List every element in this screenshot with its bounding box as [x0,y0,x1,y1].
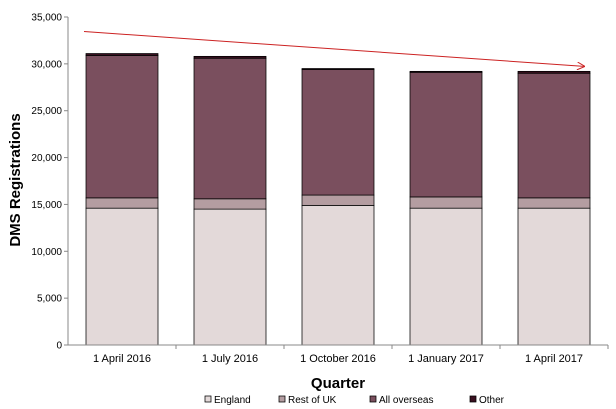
y-tick-label: 30,000 [31,59,62,70]
bar-segment-rest-of-uk [301,194,375,206]
bar-segment-other [193,55,267,59]
bar-segment-other [85,53,159,56]
bar-segment-rest-of-uk [409,196,483,209]
bar-segment-rest-of-uk [517,197,591,209]
bars [85,53,591,346]
y-tick-label: 10,000 [31,247,62,258]
legend: England Rest of UK All overseas Other [204,395,505,406]
legend-swatch [469,395,477,403]
bar-segment-all-overseas [85,55,159,199]
bar-segment-england [517,207,591,346]
y-tick-label: 20,000 [31,153,62,164]
legend-label: Other [479,395,505,406]
bar-segment-other [409,70,483,73]
bar-segment-other [517,70,591,74]
bar-segment-rest-of-uk [193,198,267,210]
legend-swatch [204,395,212,403]
bar-segment-rest-of-uk [85,197,159,209]
y-tick-label: 25,000 [31,106,62,117]
bar-segment-england [409,207,483,346]
bar-segment-all-overseas [301,69,375,196]
x-tick-label: 1 July 2016 [202,353,258,365]
legend-swatch [278,395,286,403]
bar-segment-all-overseas [409,71,483,198]
x-tick-label: 1 April 2016 [93,353,151,365]
x-tick-labels: 1 April 2016 1 July 2016 1 October 2016 1 J… [93,345,609,365]
trend-arrow [83,31,584,67]
x-axis-title: Quarter [311,375,365,392]
x-tick-label: 1 January 2017 [408,353,484,365]
legend-label: England [214,395,251,406]
y-tick-label: 5,000 [37,294,62,305]
y-tick-label: 15,000 [31,200,62,211]
bar-segment-england [193,208,267,346]
bar-segment-england [85,207,159,346]
x-tick-label: 1 April 2017 [525,353,583,365]
y-tick-label: 35,000 [31,13,62,24]
legend-label: All overseas [379,395,433,406]
bar-segment-all-overseas [193,57,267,200]
x-tick-label: 1 October 2016 [300,353,376,365]
legend-label: Rest of UK [288,395,337,406]
bar-segment-other [301,68,375,70]
y-tick-labels: 0 5,000 10,000 15,000 20,000 25,000 30,000 35,0… [31,13,68,352]
legend-swatch [369,395,377,403]
y-tick-label: 0 [56,341,62,352]
bar-segment-all-overseas [517,72,591,199]
y-axis-title: DMS Registrations [7,113,24,246]
bar-segment-england [301,204,375,346]
